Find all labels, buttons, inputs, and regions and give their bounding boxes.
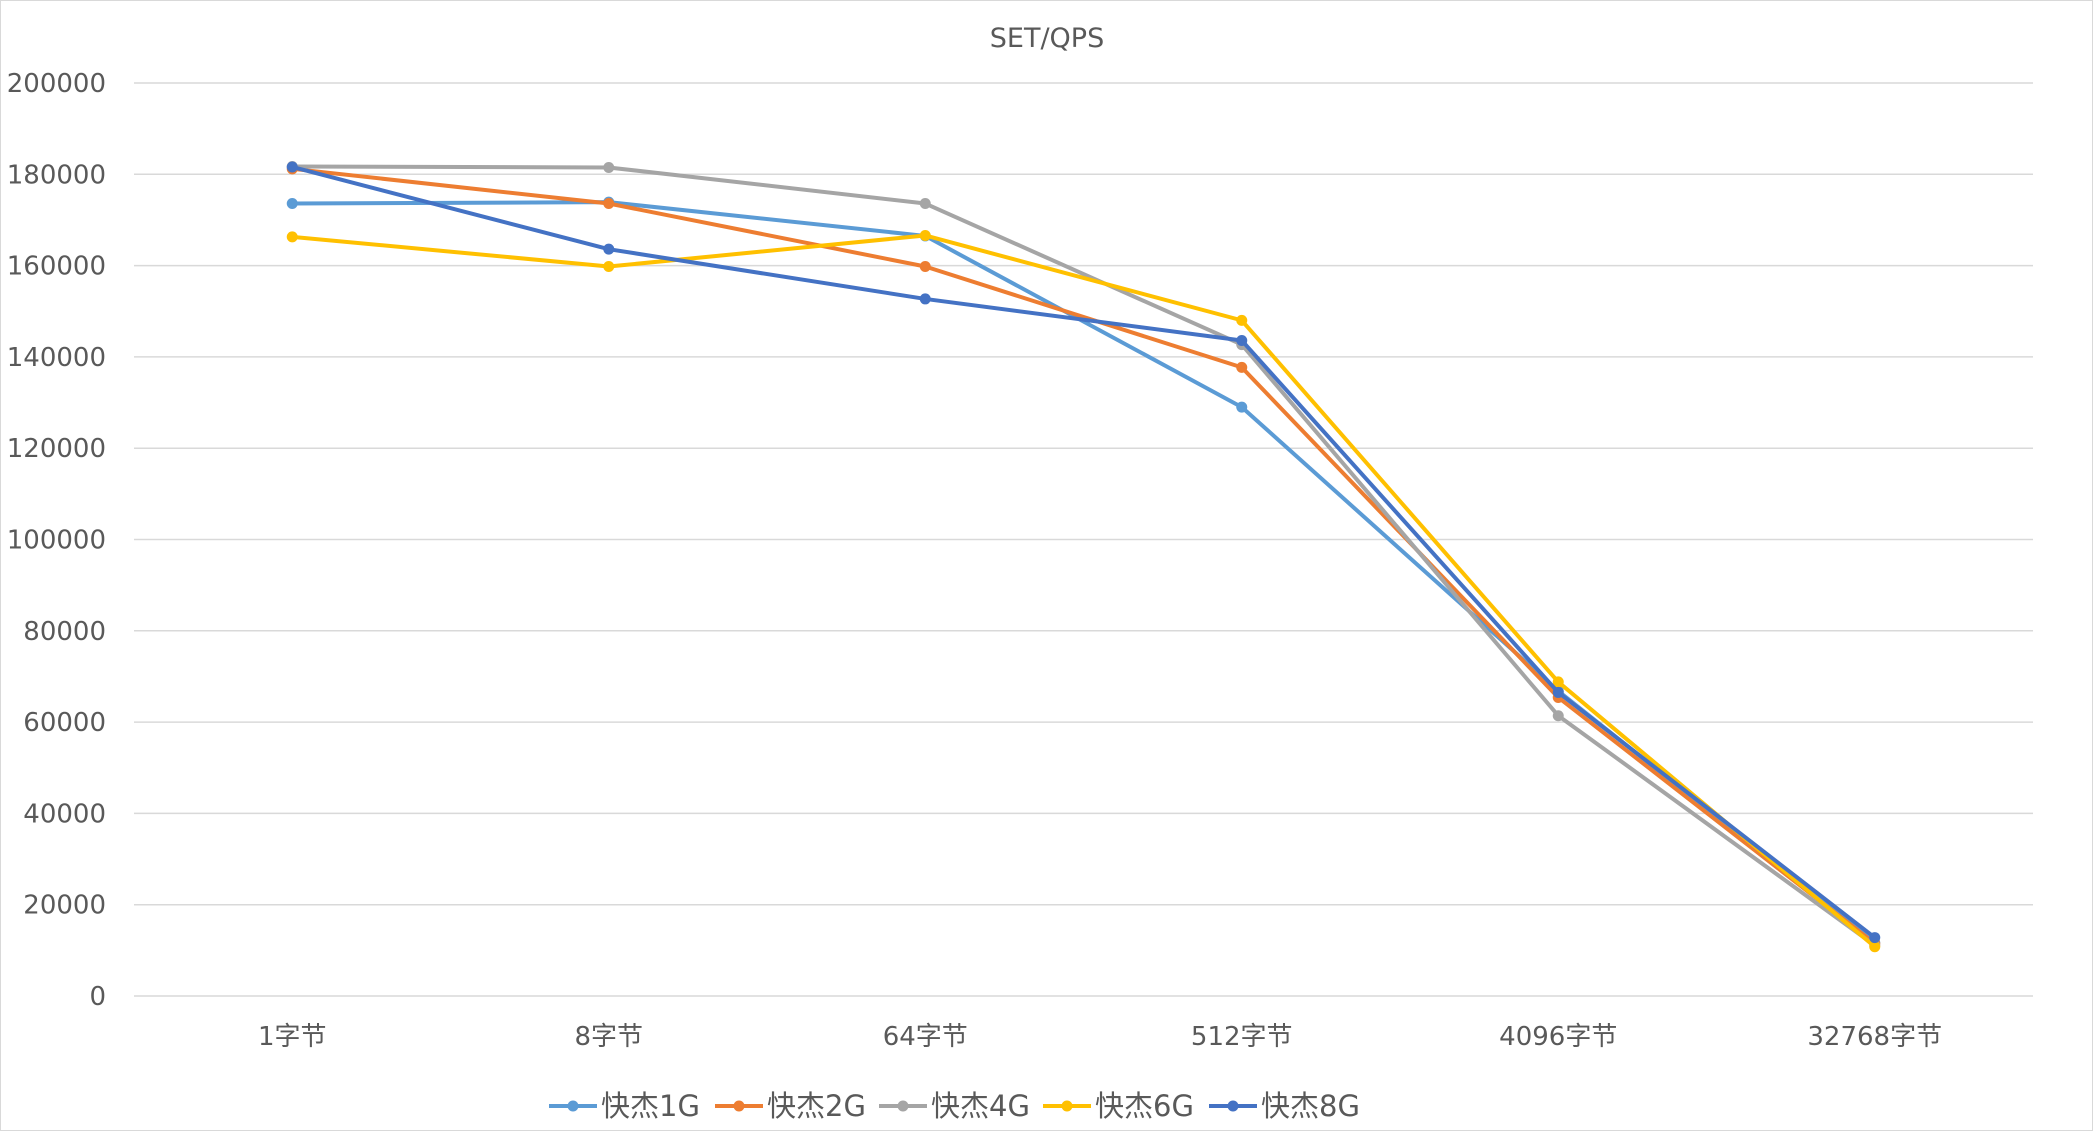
y-tick-label: 140000 [7, 343, 106, 373]
x-axis-ticks: 1字节 8字节 64字节 512字节 4096字节 32768字节 [258, 1022, 1942, 1052]
legend-item: 快杰1G [549, 1089, 700, 1123]
legend-item: 快杰6G [1043, 1089, 1194, 1123]
y-tick-label: 160000 [7, 252, 106, 282]
data-point [1552, 676, 1564, 688]
data-point [1236, 401, 1248, 413]
legend-label: 快杰2G [767, 1089, 866, 1123]
x-tick-label: 4096字节 [1499, 1022, 1617, 1052]
legend-swatch-marker [897, 1100, 909, 1112]
legend-label: 快杰1G [601, 1089, 700, 1123]
data-point [1236, 314, 1248, 326]
y-tick-label: 120000 [7, 434, 106, 464]
series-2 [286, 163, 1881, 950]
legend-swatch-marker [1061, 1100, 1073, 1112]
data-point [603, 198, 615, 210]
grid [134, 82, 2033, 997]
legend-item: 快杰8G [1209, 1089, 1360, 1123]
data-point [603, 243, 615, 255]
x-tick-label: 512字节 [1191, 1022, 1293, 1052]
legend-item: 快杰4G [879, 1089, 1030, 1123]
x-tick-label: 8字节 [574, 1022, 643, 1052]
y-tick-label: 100000 [7, 526, 106, 556]
chart-title: SET/QPS [990, 23, 1104, 54]
data-point [919, 198, 931, 210]
series-line [290, 164, 1877, 940]
series-line [290, 164, 1877, 948]
legend-item: 快杰2G [715, 1089, 866, 1123]
data-point [1552, 686, 1564, 698]
series-line [290, 166, 1877, 946]
data-point [919, 229, 931, 241]
data-point [286, 161, 298, 173]
y-axis-ticks: 0 20000 40000 60000 80000 100000 120000 140000 1… [7, 69, 106, 1012]
data-point [1869, 932, 1881, 944]
y-tick-label: 80000 [23, 617, 106, 647]
data-point [1869, 941, 1881, 953]
series-1 [286, 196, 1881, 949]
x-tick-label: 32768字节 [1807, 1022, 1942, 1052]
series-line [290, 233, 1877, 949]
y-tick-label: 20000 [23, 891, 106, 921]
series-line [290, 200, 1877, 945]
data-point [286, 231, 298, 243]
y-tick-label: 200000 [7, 69, 106, 99]
y-tick-label: 40000 [23, 799, 106, 829]
series-4 [286, 229, 1881, 953]
data-point [286, 198, 298, 210]
legend-swatch-marker [567, 1100, 579, 1112]
data-point [1236, 361, 1248, 373]
y-tick-label: 0 [89, 982, 106, 1012]
legend-label: 快杰4G [931, 1089, 1030, 1123]
data-point [603, 161, 615, 173]
legend: 快杰1G 快杰2G 快杰4G 快杰6G 快杰8G [549, 1089, 1360, 1123]
series-5 [286, 161, 1881, 944]
legend-swatch-marker [1227, 1100, 1239, 1112]
data-point [1552, 710, 1564, 722]
data-point [1236, 334, 1248, 346]
x-tick-label: 1字节 [258, 1022, 327, 1052]
legend-swatch-marker [733, 1100, 745, 1112]
legend-label: 快杰6G [1095, 1089, 1194, 1123]
series-lines [286, 161, 1881, 953]
data-point [919, 261, 931, 273]
y-tick-label: 180000 [7, 160, 106, 190]
x-tick-label: 64字节 [883, 1022, 968, 1052]
data-point [603, 261, 615, 273]
legend-label: 快杰8G [1261, 1089, 1360, 1123]
y-tick-label: 60000 [23, 708, 106, 738]
data-point [919, 293, 931, 305]
